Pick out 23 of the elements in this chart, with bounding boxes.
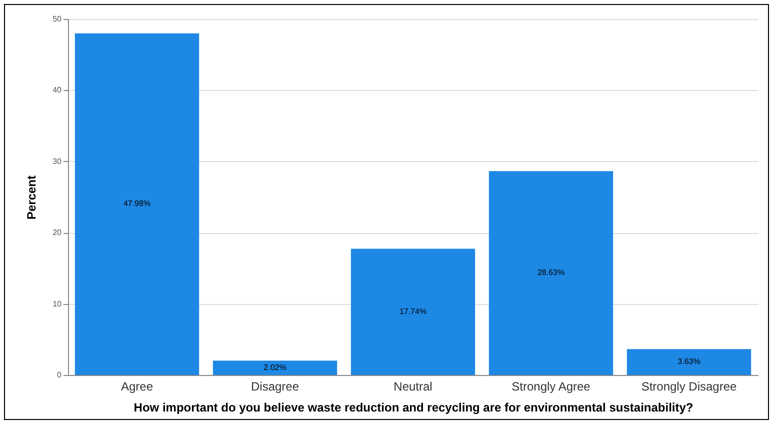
y-tick-label: 10 [52,299,62,308]
x-tick-label: Strongly Disagree [641,380,738,394]
y-tick-label: 30 [52,156,62,166]
y-tick-label: 50 [52,14,62,24]
data-label: 28.63% [537,268,565,278]
x-tick-label: Strongly Agree [512,380,591,394]
bar [350,248,476,375]
x-axis-title: How important do you believe waste reduction and recycling are for environmental sustainability? [134,400,694,414]
x-tick-label: Disagree [250,380,300,394]
y-tick-label: 20 [52,228,62,238]
y-tick-label: 40 [52,86,62,95]
data-label: 47.98% [123,199,151,208]
y-tick-label: 0 [57,370,62,380]
bar [212,360,338,375]
data-label: 2.02% [264,362,286,372]
y-axis-title: Percent [24,175,39,220]
bar [626,349,752,375]
x-tick-label: Agree [120,380,154,394]
bar [488,171,614,375]
x-tick-label: Neutral [394,380,432,394]
data-label: 3.63% [678,357,700,366]
bar [74,33,200,375]
data-label: 17.74% [399,306,427,316]
